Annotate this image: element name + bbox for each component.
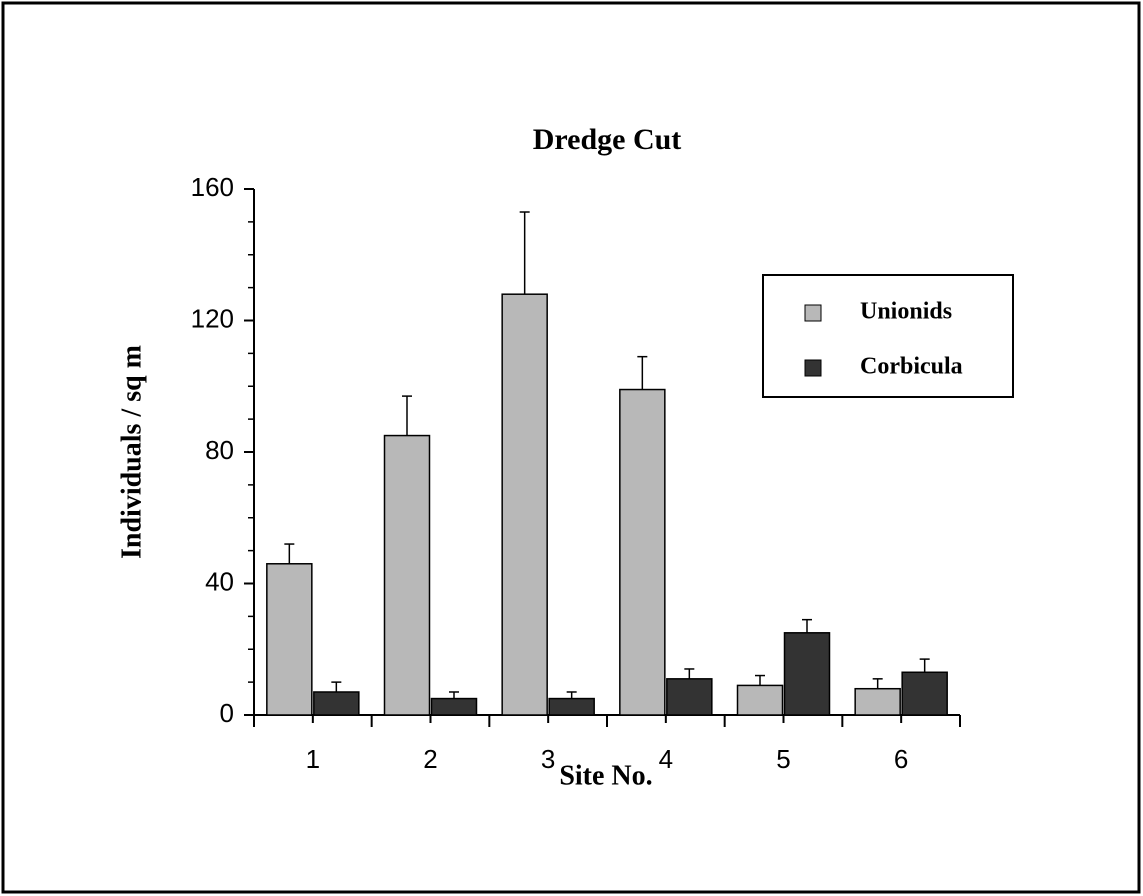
y-tick-label: 80 <box>205 435 234 465</box>
bar <box>736 684 784 716</box>
bar <box>619 388 666 716</box>
x-tick-label: 4 <box>659 744 673 774</box>
legend-label: Unionids <box>860 299 952 325</box>
bar <box>783 632 831 716</box>
legend-label: Corbicula <box>860 354 963 380</box>
x-tick-label: 5 <box>776 744 790 774</box>
bar <box>266 563 313 716</box>
bar <box>383 434 431 716</box>
y-axis-title: Individuals / sq m <box>116 345 147 559</box>
x-tick-label: 2 <box>423 744 437 774</box>
bar <box>854 687 901 716</box>
x-tick-label: 6 <box>894 744 908 774</box>
y-tick-label: 120 <box>191 303 234 333</box>
x-axis-title: Site No. <box>559 760 652 791</box>
legend-box <box>762 274 1014 398</box>
bar <box>501 293 548 716</box>
y-tick-label: 0 <box>220 698 234 728</box>
x-tick-label: 1 <box>306 744 320 774</box>
y-tick-label: 160 <box>191 172 234 202</box>
x-tick-label: 3 <box>541 744 555 774</box>
bar <box>313 691 360 716</box>
legend-swatch <box>804 359 822 377</box>
bar <box>666 678 713 716</box>
y-tick-label: 40 <box>205 566 234 596</box>
bar <box>430 697 478 716</box>
legend-swatch <box>804 304 822 322</box>
bar <box>548 697 595 716</box>
bar <box>901 671 948 716</box>
chart-title: Dredge Cut <box>533 123 682 156</box>
